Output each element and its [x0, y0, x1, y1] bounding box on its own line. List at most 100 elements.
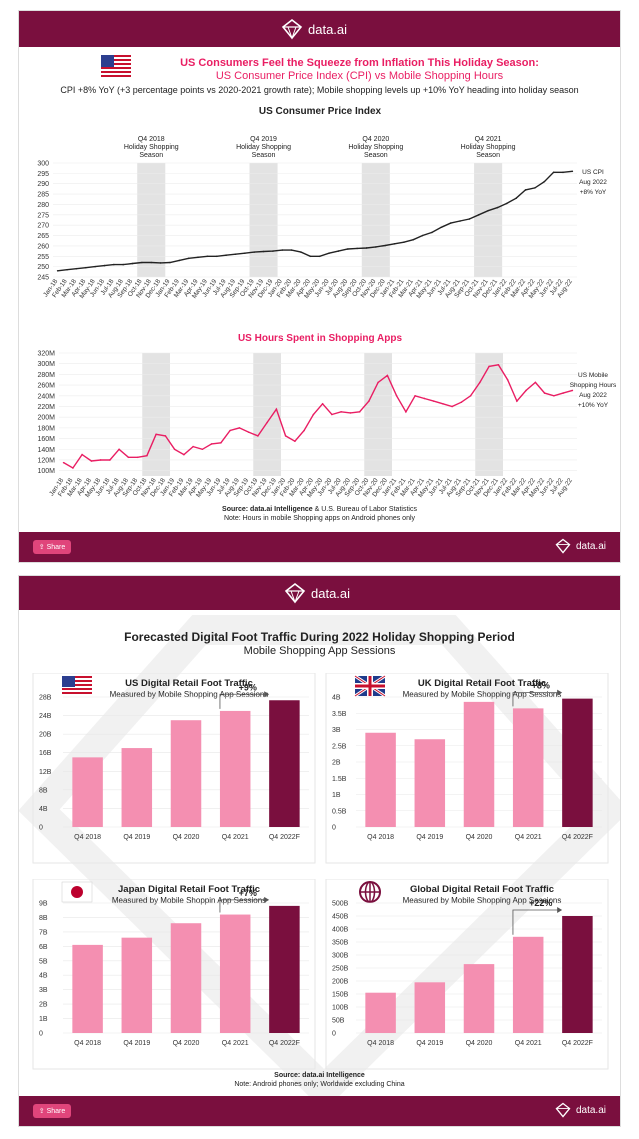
data-point — [109, 459, 111, 461]
data-point — [192, 445, 194, 448]
y-tick-label: 6B — [39, 944, 48, 951]
y-tick-label: 500B — [332, 901, 349, 908]
bar — [219, 914, 251, 1033]
brand-name: data.ai — [308, 21, 348, 37]
chart-frame — [325, 673, 609, 864]
data-point — [423, 397, 426, 400]
background-watermark — [19, 615, 620, 1098]
series-annotation: Aug 2022 — [579, 179, 607, 186]
y-tick-label: 280M — [37, 372, 55, 379]
y-tick-label: 260M — [37, 383, 55, 390]
data-point — [118, 448, 120, 451]
growth-arrow — [219, 899, 267, 913]
holiday-season-band — [364, 353, 392, 476]
card-footer: ⇪ Share data.ai — [19, 1096, 620, 1126]
global-foot-traffic-chart: Global Digital Retail Foot TrafficMeasur… — [325, 879, 609, 1070]
y-tick-label: 24B — [39, 713, 52, 720]
uk-flag-icon — [354, 674, 386, 698]
data-point — [303, 429, 305, 432]
growth-arrow — [219, 693, 267, 709]
y-tick-label: 220M — [37, 404, 55, 411]
data-point — [440, 226, 443, 229]
y-tick-label: 4B — [39, 973, 48, 980]
series-line — [63, 364, 573, 469]
data-point — [262, 250, 265, 253]
bar — [562, 916, 593, 1033]
y-tick-label: 0 — [332, 825, 336, 832]
footer-brand: data.ai — [555, 1102, 606, 1118]
x-tick-label: Q4 2022F — [562, 834, 593, 841]
chart-title: Global Digital Retail Foot Traffic — [410, 884, 554, 895]
bar — [463, 701, 495, 827]
bar — [269, 905, 300, 1033]
holiday-season-band — [142, 353, 170, 476]
data-point — [266, 421, 268, 424]
data-point — [346, 248, 349, 250]
x-tick-label: Q4 2018 — [367, 834, 394, 841]
series-annotation: Aug 2022 — [579, 392, 607, 399]
source-rest: & U.S. Bureau of Labor Statistics — [312, 506, 417, 513]
us-flag-icon — [101, 55, 131, 77]
growth-arrow — [512, 692, 560, 707]
band-label: Q4 2021 — [475, 136, 502, 143]
x-tick-label: Q4 2019 — [123, 1040, 150, 1047]
bar — [170, 720, 202, 827]
data-point — [72, 467, 74, 469]
japan-flag-icon — [61, 881, 93, 903]
chart-title: US Hours Spent in Shopping Apps — [238, 333, 403, 344]
data-point — [421, 234, 424, 237]
y-tick-label: 200B — [332, 979, 349, 986]
bar — [269, 700, 300, 827]
data-point — [562, 171, 564, 174]
data-point — [543, 392, 546, 394]
data-point — [506, 378, 509, 381]
chart-title: UK Digital Retail Foot Traffic — [418, 678, 546, 689]
series-annotation: +8% YoY — [580, 189, 607, 196]
data-point — [553, 394, 555, 397]
series-annotation: US Mobile — [578, 372, 608, 379]
y-tick-label: 180M — [37, 425, 55, 432]
data-point — [136, 456, 139, 459]
bar — [562, 698, 593, 827]
y-tick-label: 270 — [37, 223, 49, 230]
band-label: Q4 2020 — [362, 136, 389, 143]
holiday-season-band — [249, 163, 278, 277]
data-point — [506, 202, 508, 205]
data-point — [290, 249, 293, 251]
chart-subtitle: Measured by Mobile Shopping App Sessions — [403, 690, 562, 699]
card-header: data.ai — [19, 576, 620, 610]
card2-title: Forecasted Digital Foot Traffic During 2… — [124, 630, 515, 644]
y-tick-label: 260 — [37, 243, 49, 250]
series-annotation: Shopping Hours — [570, 382, 617, 389]
y-tick-label: 300M — [37, 361, 55, 368]
chart-title: US Consumer Price Index — [259, 106, 382, 117]
footer-brand: data.ai — [555, 538, 606, 554]
bar — [72, 944, 103, 1033]
y-tick-label: 140M — [37, 447, 55, 454]
data-point — [488, 365, 490, 368]
y-tick-label: 285 — [37, 192, 49, 199]
data-point — [312, 413, 315, 416]
footer-brand-name: data.ai — [575, 540, 606, 552]
share-button[interactable]: ⇪ Share — [33, 1104, 71, 1118]
data-point — [479, 381, 481, 384]
diamond-logo-icon — [555, 538, 571, 554]
arrow-head — [557, 689, 563, 696]
chart-subtitle: Measured by Mobile Shoppin App Sessions — [112, 896, 266, 905]
share-button[interactable]: ⇪ Share — [33, 540, 71, 554]
y-tick-label: 2B — [332, 760, 341, 767]
data-point — [272, 250, 274, 252]
brand-logo: data.ai — [281, 18, 347, 40]
card-header: data.ai — [19, 11, 620, 47]
y-tick-label: 320M — [37, 351, 55, 358]
data-point — [169, 261, 171, 264]
data-point — [127, 456, 130, 459]
chart-title: Japan Digital Retail Foot Traffic — [118, 884, 260, 895]
y-tick-label: 300 — [37, 161, 49, 168]
bar — [72, 757, 103, 827]
holiday-season-band — [475, 353, 503, 476]
x-tick-label: Q4 2021 — [515, 834, 542, 841]
diamond-logo-icon — [555, 1102, 571, 1118]
